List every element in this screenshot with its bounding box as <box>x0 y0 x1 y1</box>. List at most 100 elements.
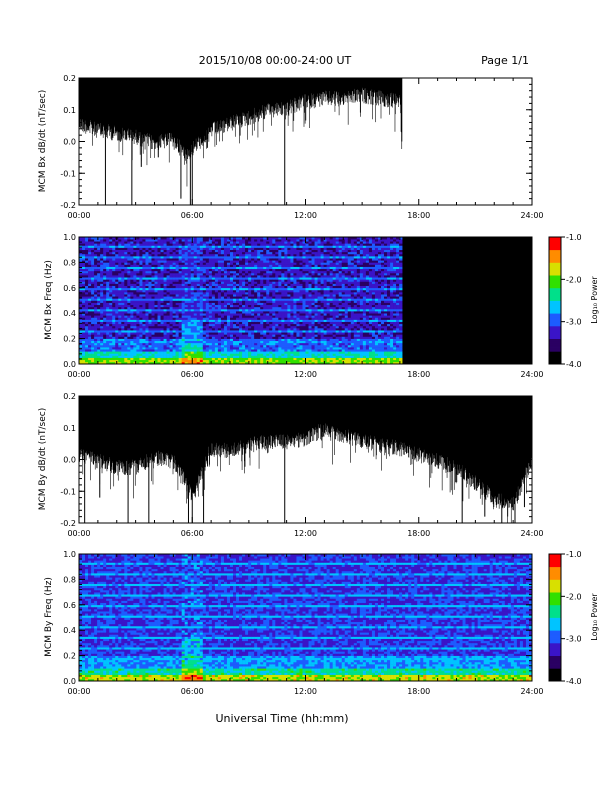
spectrogram-cell <box>305 359 309 363</box>
spectrogram-cell <box>211 325 216 329</box>
spectrogram-cell <box>230 304 234 308</box>
spectrogram-cell <box>275 239 279 242</box>
spectrogram-cell <box>190 268 195 272</box>
spectrogram-cell <box>190 338 195 342</box>
spectrogram-cell <box>106 258 110 261</box>
spectrogram-cell <box>245 292 249 295</box>
spectrogram-cell <box>175 251 179 255</box>
spectrogram-cell <box>254 311 258 314</box>
spectrogram-cell <box>124 315 128 318</box>
spectrogram-cell <box>211 361 216 365</box>
spectrogram-cell <box>106 285 110 289</box>
spectrogram-cell <box>296 281 300 284</box>
spectrogram-cell <box>314 336 318 339</box>
spectrogram-cell <box>115 347 119 350</box>
spectrogram-cell <box>278 302 282 306</box>
spectrogram-cell <box>187 328 192 331</box>
spectrogram-cell <box>151 313 155 316</box>
spectrogram-cell <box>154 351 158 354</box>
spectrogram-cell <box>260 321 264 325</box>
spectrogram-cell <box>151 247 155 250</box>
spectrogram-cell <box>302 270 306 274</box>
spectrogram-cell <box>118 325 122 329</box>
spectrogram-cell <box>166 338 170 342</box>
spectrogram-cell <box>118 359 122 363</box>
spectrogram-cell <box>205 270 210 274</box>
spectrogram-cell <box>257 334 261 337</box>
spectrogram-cell <box>148 336 152 339</box>
spectrogram-cell <box>106 251 110 255</box>
spectrogram-cell <box>239 359 243 363</box>
spectrogram-cell <box>193 347 198 350</box>
spectrogram-cell <box>299 359 303 363</box>
spectrogram-cell <box>151 258 155 261</box>
spectrogram-cell <box>166 317 170 320</box>
spectrogram-cell <box>106 334 110 337</box>
spectrogram-cell <box>317 294 321 297</box>
spectrogram-cell <box>299 251 303 255</box>
spectrogram-cell <box>169 262 173 265</box>
spectrogram-cell <box>142 266 146 270</box>
spectrogram-cell <box>320 296 324 299</box>
spectrogram-cell <box>85 338 89 342</box>
spectrogram-cell <box>287 332 291 335</box>
spectrogram-cell <box>175 321 179 325</box>
spectrogram-cell <box>311 349 315 352</box>
spectrogram-cell <box>208 328 213 331</box>
spectrogram-cell <box>88 313 92 316</box>
spectrogram-cell <box>242 313 246 316</box>
spectrogram-cell <box>251 296 255 299</box>
spectrogram-cell <box>109 279 113 282</box>
spectrogram-cell <box>184 357 189 361</box>
spectrogram-cell <box>223 294 228 297</box>
spectrogram-cell <box>272 315 276 318</box>
spectrogram-cell <box>251 287 255 291</box>
spectrogram-cell <box>118 323 122 327</box>
spectrogram-cell <box>293 344 297 348</box>
spectrogram-cell <box>233 296 237 299</box>
spectrogram-cell <box>160 330 164 333</box>
spectrogram-cell <box>242 330 246 333</box>
spectrogram-cell <box>97 325 101 329</box>
spectrogram-cell <box>154 323 158 327</box>
spectrogram-cell <box>118 332 122 335</box>
spectrogram-cell <box>184 347 189 350</box>
spectrogram-cell <box>184 241 189 244</box>
spectrogram-cell <box>296 357 300 361</box>
spectrogram-cell <box>205 359 210 363</box>
spectrogram-cell <box>230 262 234 265</box>
spectrogram-cell <box>181 361 185 365</box>
spectrogram-cell <box>239 256 243 259</box>
spectrogram-cell <box>257 275 261 278</box>
spectrogram-cell <box>193 323 198 327</box>
spectrogram-cell <box>82 239 86 242</box>
spectrogram-cell <box>302 245 306 248</box>
spectrogram-cell <box>311 328 315 331</box>
spectrogram-cell <box>139 306 143 310</box>
spectrogram-cell <box>175 306 179 310</box>
spectrogram-cell <box>299 247 303 250</box>
spectrogram-cell <box>127 330 131 333</box>
spectrogram-cell <box>118 304 122 308</box>
spectrogram-cell <box>293 319 297 322</box>
spectrogram-cell <box>97 349 101 352</box>
spectrogram-cell <box>193 294 198 297</box>
spectrogram-cell <box>175 308 179 312</box>
spectrogram-cell <box>305 361 309 365</box>
spectrogram-cell <box>266 344 270 348</box>
spectrogram-cell <box>154 277 158 280</box>
spectrogram-cell <box>82 272 86 276</box>
spectrogram-cell <box>166 306 170 310</box>
spectrogram-cell <box>311 253 315 257</box>
spectrogram-cell <box>151 349 155 352</box>
spectrogram-cell <box>163 319 167 322</box>
spectrogram-cell <box>100 328 104 331</box>
spectrogram-cell <box>109 296 113 299</box>
spectrogram-cell <box>214 357 219 361</box>
spectrogram-cell <box>151 308 155 312</box>
spectrogram-cell <box>94 302 98 306</box>
spectrogram-cell <box>242 338 246 342</box>
spectrogram-cell <box>211 311 216 314</box>
spectrogram-cell <box>323 349 327 352</box>
spectrogram-cell <box>142 353 146 356</box>
